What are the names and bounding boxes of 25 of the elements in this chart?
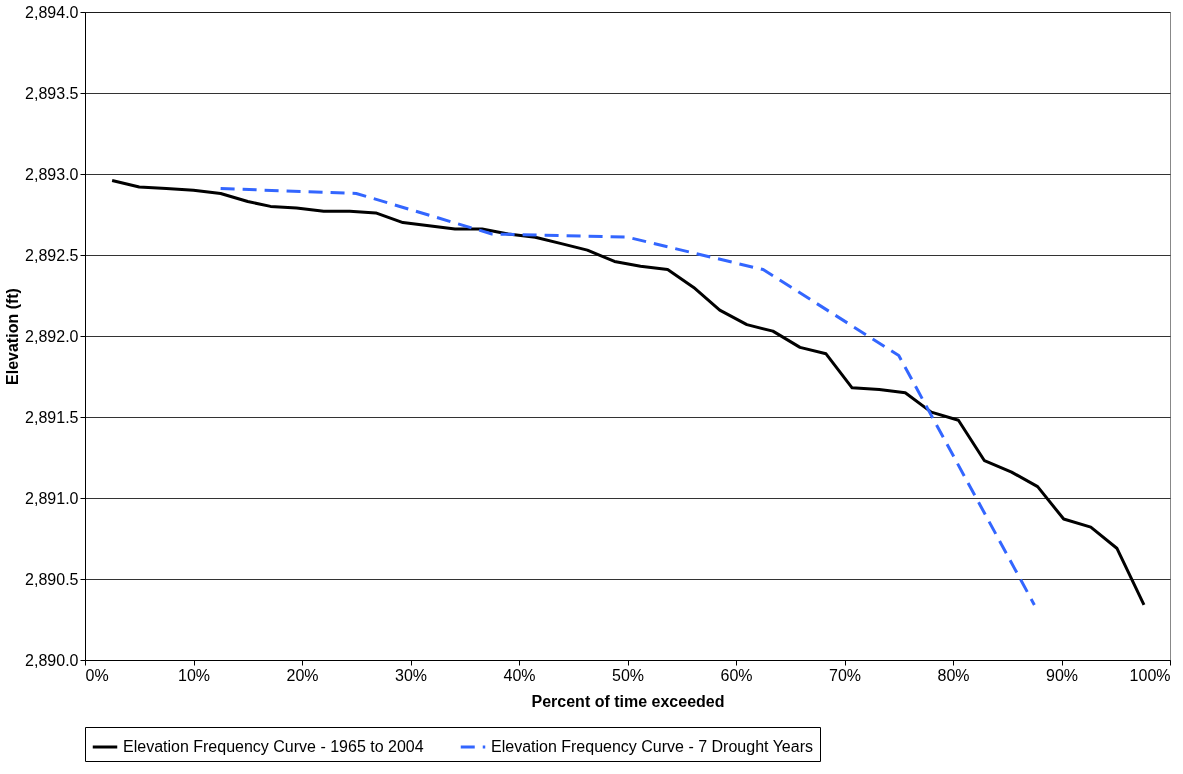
x-tick-label: 100% bbox=[1129, 666, 1171, 684]
x-tick-label: 30% bbox=[394, 666, 428, 684]
x-tick-label: 10% bbox=[177, 666, 211, 684]
x-tick-label: 0% bbox=[85, 666, 109, 684]
x-tick-label: 70% bbox=[828, 666, 862, 684]
legend-label: Elevation Frequency Curve - 7 Drought Years bbox=[491, 738, 813, 755]
x-tick-label: 40% bbox=[503, 666, 536, 684]
y-tick-label: 2,892.5 bbox=[25, 246, 79, 264]
x-tick-label: 60% bbox=[720, 666, 753, 684]
y-tick-label: 2,893.0 bbox=[25, 165, 79, 183]
x-axis-title: Percent of time exceeded bbox=[531, 692, 725, 710]
y-tick-label: 2,890.0 bbox=[25, 651, 79, 669]
x-tick-label: 80% bbox=[937, 666, 970, 684]
legend-label: Elevation Frequency Curve - 1965 to 2004 bbox=[123, 738, 424, 755]
y-axis-title: Elevation (ft) bbox=[4, 288, 22, 385]
y-tick-label: 2,890.5 bbox=[25, 570, 79, 588]
y-tick-label: 2,893.5 bbox=[25, 84, 79, 102]
x-tick-label: 90% bbox=[1045, 666, 1079, 684]
line-series bbox=[219, 187, 1036, 607]
x-tick-label: 20% bbox=[286, 666, 319, 684]
x-tick-label: 50% bbox=[611, 666, 645, 684]
y-tick-label: 2,891.0 bbox=[25, 489, 79, 507]
y-tick-label: 2,894.0 bbox=[25, 3, 79, 21]
y-tick-label: 2,891.5 bbox=[25, 408, 79, 426]
y-tick-label: 2,892.0 bbox=[25, 327, 79, 345]
